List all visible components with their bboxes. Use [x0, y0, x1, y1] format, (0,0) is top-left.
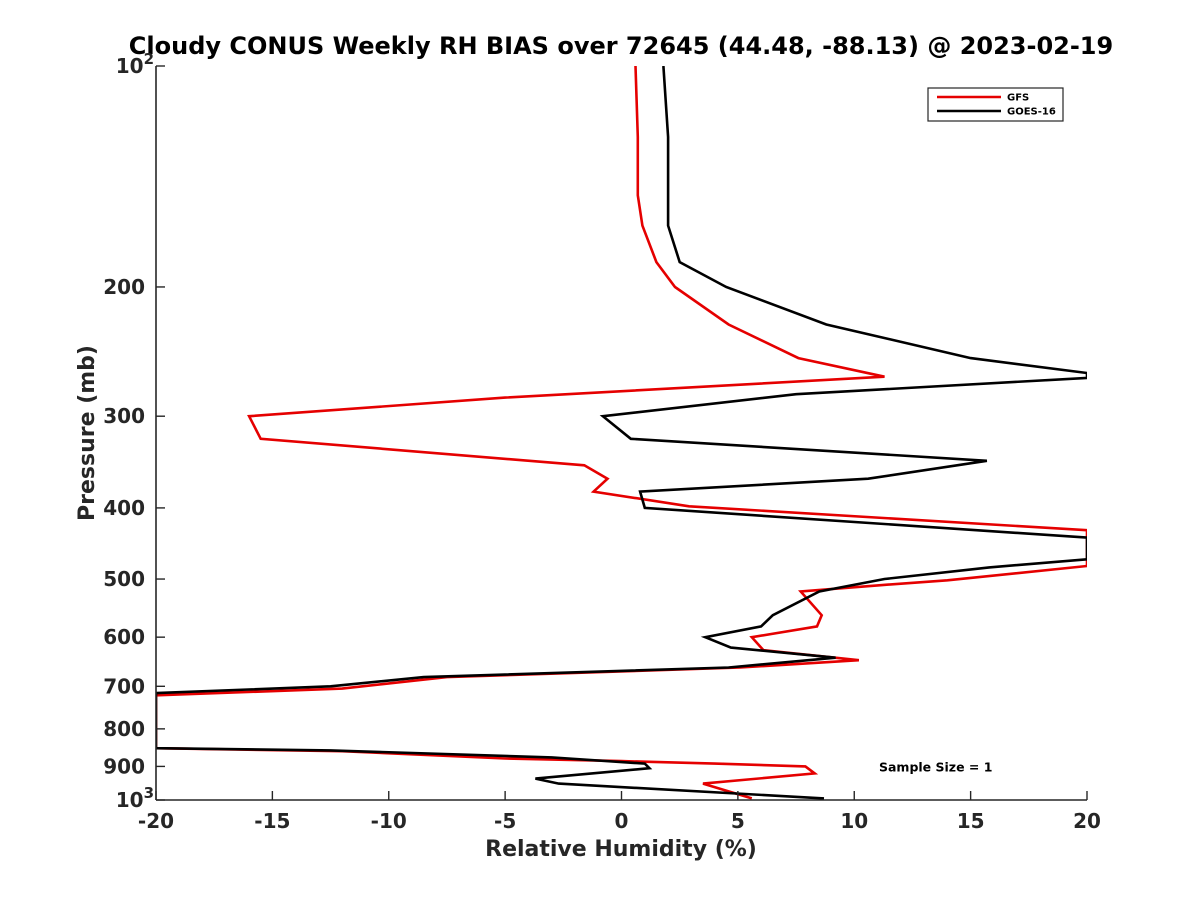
y-tick-label: 200	[103, 275, 145, 299]
series-line-gfs	[156, 66, 1087, 800]
y-tick-label: 400	[103, 496, 145, 520]
plot-area	[156, 66, 1087, 800]
x-tick-label: -10	[371, 809, 407, 833]
x-axis-ticks: -20 -15 -10 -5 0 5 10 15 20	[138, 791, 1101, 833]
legend: GFS GOES-16	[927, 87, 1064, 122]
x-tick-label: -20	[138, 809, 174, 833]
legend-label: GFS	[1007, 93, 1029, 104]
legend-box	[927, 87, 1064, 122]
x-tick-label: 5	[731, 809, 745, 833]
y-tick-label: 900	[103, 754, 145, 778]
x-axis-label: Relative Humidity (%)	[485, 837, 757, 862]
series-line-goes-16	[156, 66, 1087, 800]
y-axis-ticks: 102 200 300 400 500 600 700 800 900 103	[103, 50, 165, 812]
y-tick-label: 102	[116, 50, 154, 78]
x-tick-label: 20	[1073, 809, 1101, 833]
y-tick-label: 300	[103, 404, 145, 428]
x-tick-label: -15	[254, 809, 290, 833]
y-tick-label: 700	[103, 674, 145, 698]
x-tick-label: 10	[840, 809, 868, 833]
x-tick-label: -5	[494, 809, 516, 833]
y-axis-label: Pressure (mb)	[75, 345, 100, 521]
legend-label: GOES-16	[1007, 107, 1056, 118]
annotations: Sample Size = 1	[879, 759, 992, 774]
y-tick-label: 500	[103, 567, 145, 591]
y-tick-label: 800	[103, 717, 145, 741]
sample-size-annotation: Sample Size = 1	[879, 759, 992, 774]
y-tick-label: 103	[116, 784, 154, 812]
x-tick-label: 0	[615, 809, 629, 833]
y-tick-label: 600	[103, 625, 145, 649]
x-tick-label: 15	[957, 809, 985, 833]
chart-title: Cloudy CONUS Weekly RH BIAS over 72645 (…	[129, 32, 1113, 60]
